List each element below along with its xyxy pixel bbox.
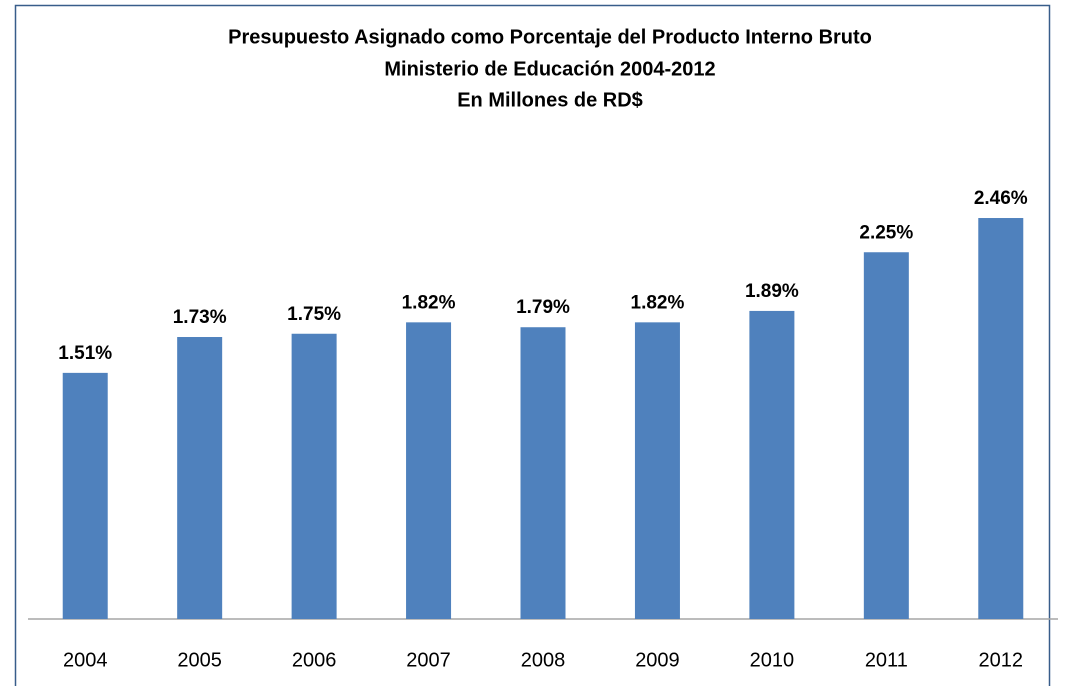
data-label: 2.25% [859,222,913,243]
bar [291,333,337,619]
x-tick-label: 2010 [750,649,795,671]
chart-title: Ministerio de Educación 2004-2012 [384,58,715,80]
x-tick-label: 2007 [406,649,451,671]
x-tick-label: 2008 [521,649,566,671]
data-label: 1.82% [631,292,685,313]
bar [177,337,223,619]
bar [62,372,108,619]
bar [634,322,680,619]
data-label: 1.89% [745,281,799,302]
data-label: 1.73% [173,307,227,328]
data-label: 2.46% [974,188,1028,209]
chart-title: Presupuesto Asignado como Porcentaje del… [228,26,872,48]
chart-title: En Millones de RD$ [457,89,643,111]
x-tick-label: 2006 [292,649,337,671]
x-tick-label: 2011 [865,649,908,671]
x-tick-label: 2012 [979,649,1024,671]
data-label: 1.75% [287,304,341,325]
bar [406,322,452,619]
data-label: 1.82% [402,292,456,313]
x-tick-label: 2004 [63,649,108,671]
bar [978,218,1024,619]
data-label: 1.51% [58,343,112,364]
bar [520,327,566,619]
data-label: 1.79% [516,297,570,318]
bar [863,252,909,619]
x-tick-label: 2009 [635,649,680,671]
bar [749,310,795,619]
x-tick-label: 2005 [177,649,222,671]
